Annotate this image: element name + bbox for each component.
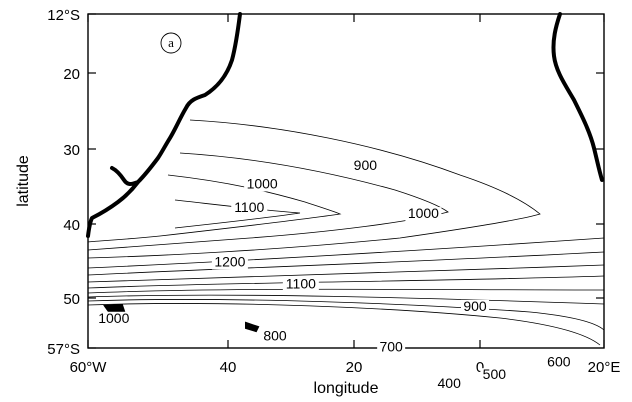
contour-value-label: 1000 <box>98 310 129 326</box>
coastlines <box>86 12 604 333</box>
contour-lines <box>87 119 605 346</box>
south-america-coast <box>86 12 242 238</box>
contour-700 <box>87 264 605 283</box>
x-axis-title: longitude <box>314 380 379 397</box>
contour-label-background <box>435 377 464 392</box>
contour-900 <box>87 119 541 259</box>
contour-label-background <box>405 207 442 222</box>
contour-value-label: 500 <box>483 366 507 382</box>
contour-label-background <box>480 368 509 383</box>
contour-label-background <box>95 311 132 326</box>
y-tick-label: 30 <box>63 142 80 159</box>
y-tick-label: 20 <box>63 66 80 83</box>
contour-800 <box>87 251 605 276</box>
contour-label-background <box>282 277 319 292</box>
contour-value-label: 1100 <box>234 199 264 215</box>
y-tick-label: 50 <box>63 291 80 308</box>
contour-value-label: 400 <box>438 375 462 391</box>
x-tick-label: 60°W <box>70 359 108 376</box>
contour-value-label: 1000 <box>408 205 439 221</box>
y-axis-title: latitude <box>15 155 32 207</box>
contour-label-background <box>544 355 573 370</box>
x-axis-ticks <box>87 14 605 348</box>
contour-value-label: 600 <box>547 354 571 370</box>
x-tick-label: 20°E <box>588 359 621 376</box>
contour-400 <box>87 294 605 305</box>
panel-label-text: a <box>168 35 174 50</box>
y-tick-label: 57°S <box>47 341 80 358</box>
y-tick-label: 40 <box>63 217 80 234</box>
contour-value-label: 1200 <box>214 253 245 269</box>
contour-1000-lower <box>87 237 605 269</box>
contour-value-label: 800 <box>263 328 287 344</box>
y-axis-ticks <box>88 13 604 349</box>
x-tick-label: 20 <box>346 359 363 376</box>
contour-label-background <box>261 329 290 344</box>
contour-value-label: 1100 <box>286 276 316 292</box>
south-georgia-island <box>245 321 260 333</box>
panel-label-badge <box>160 32 182 54</box>
x-tick-label: 40 <box>220 359 237 376</box>
plot-frame <box>87 13 605 349</box>
contour-value-label: 900 <box>463 298 487 314</box>
contour-label-background <box>231 201 268 216</box>
contour-200 <box>87 303 601 346</box>
contour-1200 <box>174 199 301 229</box>
contour-value-label: 900 <box>354 157 378 173</box>
x-tick-label: 0 <box>476 359 484 376</box>
contour-300 <box>87 299 605 331</box>
contour-value-label: 700 <box>379 339 403 355</box>
africa-coast <box>551 12 604 182</box>
contour-label-background <box>244 177 281 192</box>
contour-500 <box>87 288 605 294</box>
falkland-islands <box>103 303 126 315</box>
contour-600 <box>87 275 605 289</box>
contour-value-label: 1000 <box>247 175 278 191</box>
contour-label-background <box>377 340 406 355</box>
contour-labels: 900 1000 1100 1000 1200 1100 900 1000 800 700 600 5… <box>95 157 573 392</box>
contour-1000-upper <box>87 152 449 251</box>
contour-1100 <box>87 174 342 243</box>
contour-label-background <box>461 299 489 314</box>
contour-label-background <box>211 255 248 270</box>
contour-label-background <box>351 158 380 173</box>
y-tick-label: 12°S <box>47 7 80 24</box>
